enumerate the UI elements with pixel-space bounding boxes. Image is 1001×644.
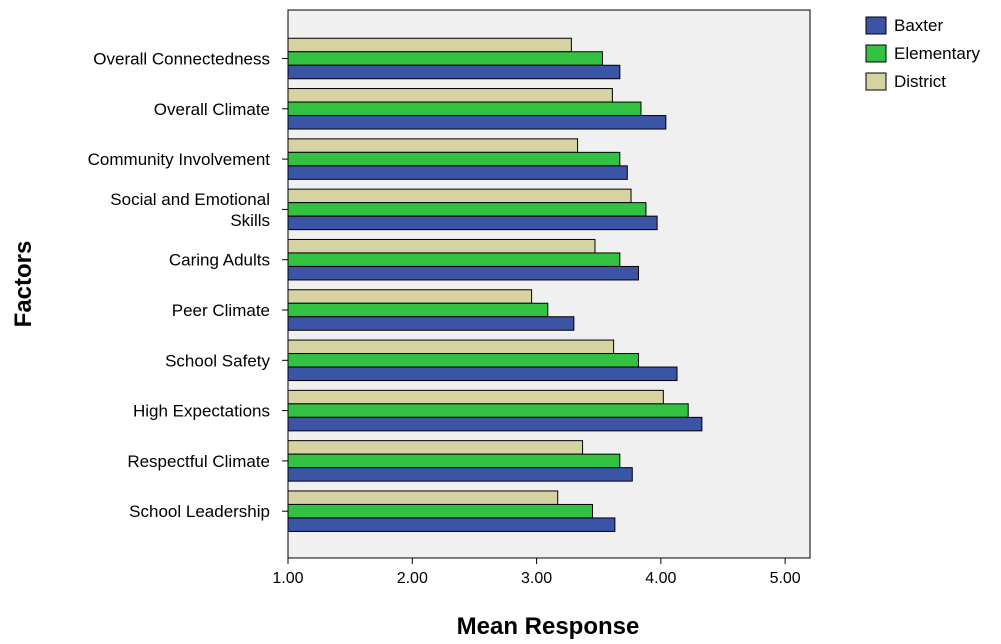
y-tick-label: High Expectations: [133, 402, 270, 421]
bar-elementary-7: [287, 403, 689, 418]
bar-baxter-4: [287, 265, 639, 281]
y-axis-title: Factors: [10, 241, 37, 328]
legend-swatch-baxter: [865, 16, 887, 35]
bar-elementary-5: [287, 302, 549, 318]
bar-baxter-0: [287, 64, 621, 80]
bar-district-0: [287, 37, 572, 53]
bar-district-5: [287, 289, 533, 304]
y-tick-label: Peer Climate: [172, 301, 270, 320]
y-tick-label: Social and Emotional: [110, 190, 270, 209]
y-tick-label: School Leadership: [129, 502, 270, 521]
legend-label-district: District: [894, 72, 946, 91]
x-tick-label: 4.00: [645, 570, 676, 587]
bar-elementary-4: [287, 252, 621, 267]
bar-baxter-3: [287, 215, 658, 231]
bar-district-2: [287, 138, 579, 153]
x-tick-label: 2.00: [397, 570, 428, 587]
legend-swatch-district: [865, 72, 887, 91]
bar-baxter-9: [287, 517, 616, 532]
bar-district-6: [287, 339, 615, 355]
bar-district-4: [287, 238, 596, 254]
legend-swatch-elementary: [865, 44, 887, 63]
bar-district-8: [287, 440, 584, 455]
legend-label-elementary: Elementary: [894, 44, 980, 63]
bar-district-7: [287, 389, 664, 405]
bar-district-9: [287, 490, 559, 505]
bar-elementary-3: [287, 202, 647, 217]
bar-elementary-2: [287, 151, 621, 167]
bar-baxter-1: [287, 115, 667, 130]
bar-baxter-5: [287, 316, 575, 331]
y-axis: Overall Connectedness Overall Climate Comm…: [88, 50, 288, 521]
y-tick-label: Overall Connectedness: [93, 50, 270, 69]
bar-elementary-0: [287, 51, 603, 66]
bar-elementary-6: [287, 353, 639, 368]
bar-baxter-6: [287, 366, 678, 382]
bar-district-3: [287, 188, 632, 204]
bars-group: [287, 37, 703, 532]
bar-baxter-7: [287, 416, 703, 432]
bar-baxter-2: [287, 165, 628, 180]
y-tick-label: Overall Climate: [154, 100, 270, 119]
y-tick-label: Respectful Climate: [127, 452, 270, 471]
x-tick-label: 3.00: [521, 570, 552, 587]
bar-elementary-8: [287, 453, 621, 469]
legend-label-baxter: Baxter: [894, 16, 943, 35]
bar-district-1: [287, 88, 613, 103]
y-tick-label: Skills: [230, 211, 270, 230]
x-tick-label: 5.00: [770, 570, 801, 587]
y-tick-label: Community Involvement: [88, 150, 271, 169]
x-tick-label: 1.00: [272, 570, 303, 587]
legend: Baxter Elementary District: [865, 16, 980, 91]
x-axis: 1.00 2.00 3.00 4.00 5.00: [272, 557, 810, 587]
bar-baxter-8: [287, 467, 633, 482]
y-tick-label: School Safety: [165, 351, 270, 370]
bar-elementary-9: [287, 503, 593, 519]
x-axis-title: Mean Response: [457, 613, 640, 640]
bar-elementary-1: [287, 101, 642, 117]
y-tick-label: Caring Adults: [169, 251, 270, 270]
